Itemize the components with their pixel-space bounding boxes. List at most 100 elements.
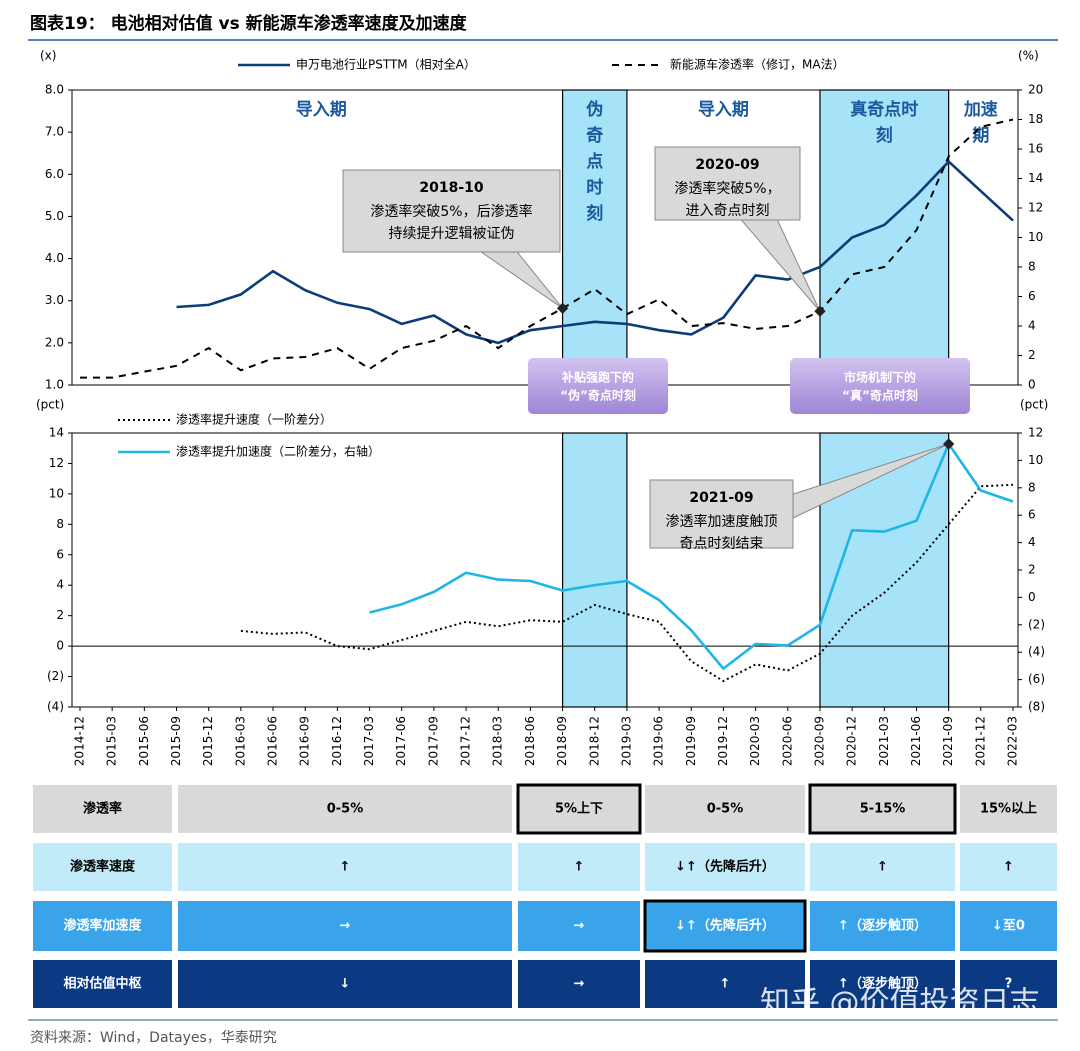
phase-label: 奇 bbox=[586, 125, 603, 146]
y-tick-label: 6 bbox=[56, 547, 64, 561]
y2-tick-label: 4 bbox=[1028, 319, 1036, 333]
table-cell-text: → bbox=[574, 919, 585, 934]
table-cell bbox=[808, 783, 957, 835]
table-cell-text: → bbox=[574, 977, 585, 992]
table-cell bbox=[178, 843, 512, 891]
y2-unit: (pct) bbox=[1020, 398, 1048, 412]
y2-tick-label: (6) bbox=[1028, 672, 1045, 686]
y2-tick-label: 18 bbox=[1028, 112, 1043, 126]
x-tick-label: 2019-09 bbox=[684, 716, 698, 766]
y-tick-label: 3.0 bbox=[45, 293, 64, 307]
y-tick-label: 10 bbox=[49, 486, 64, 500]
y2-tick-label: (8) bbox=[1028, 700, 1045, 714]
table-cell-text: ↓↑（先降后升） bbox=[675, 859, 775, 875]
callout-text: 渗透率突破5%，后渗透率 bbox=[370, 203, 532, 220]
x-tick-label: 2022-03 bbox=[1006, 716, 1020, 766]
table-cell bbox=[516, 783, 642, 835]
series-line bbox=[80, 118, 1014, 379]
y2-tick-label: 2 bbox=[1028, 563, 1036, 577]
table-cell-text: ↓↑（先降后升） bbox=[675, 918, 775, 934]
phase-label: 点 bbox=[586, 151, 603, 172]
y2-tick-label: 10 bbox=[1028, 453, 1043, 467]
x-tick-label: 2021-06 bbox=[909, 716, 923, 766]
callout-box bbox=[654, 146, 801, 221]
table-cell bbox=[810, 901, 955, 951]
table-header: 渗透率速度 bbox=[70, 859, 136, 875]
phase-label: 刻 bbox=[876, 125, 893, 146]
callout-title: 2018-10 bbox=[419, 180, 484, 196]
legend-label: 渗透率提升加速度（二阶差分，右轴） bbox=[176, 444, 380, 459]
x-tick-label: 2015-12 bbox=[201, 716, 215, 766]
phase-label: 期 bbox=[972, 126, 989, 146]
table-cell bbox=[645, 843, 805, 891]
note-text: 市场机制下的 bbox=[844, 370, 916, 385]
table-cell-text: ↓至0 bbox=[992, 919, 1025, 934]
table-cell bbox=[518, 901, 640, 951]
y-tick-label: 14 bbox=[49, 426, 64, 440]
y-tick-label: 7.0 bbox=[45, 125, 64, 139]
table-header-cell bbox=[33, 901, 172, 951]
x-tick-label: 2021-12 bbox=[973, 716, 987, 766]
table-cell-text: ↑ bbox=[574, 860, 585, 875]
y2-unit: (%) bbox=[1018, 49, 1039, 63]
note-text: 补贴强跑下的 bbox=[561, 370, 634, 385]
x-tick-label: 2020-03 bbox=[748, 716, 762, 766]
y-unit: (x) bbox=[40, 49, 56, 63]
table-cell-text: ↑ bbox=[340, 860, 351, 875]
table-cell bbox=[960, 785, 1057, 833]
phase-label: 加速 bbox=[963, 99, 998, 120]
table-cell-text: 5%上下 bbox=[555, 802, 603, 817]
y2-tick-label: 14 bbox=[1028, 171, 1043, 185]
phase-label: 伪 bbox=[585, 99, 603, 120]
y-tick-label: 6.0 bbox=[45, 167, 64, 181]
x-tick-label: 2019-12 bbox=[716, 716, 730, 766]
x-tick-label: 2018-09 bbox=[555, 716, 569, 766]
x-tick-label: 2020-09 bbox=[812, 716, 826, 766]
y-tick-label: (2) bbox=[47, 669, 64, 683]
table-cell bbox=[645, 960, 805, 1008]
y-tick-label: 2.0 bbox=[45, 335, 64, 349]
y-tick-label: 12 bbox=[49, 456, 64, 470]
y-tick-label: 2 bbox=[56, 608, 64, 622]
table-cell-text: 0-5% bbox=[707, 802, 744, 817]
x-tick-label: 2015-09 bbox=[169, 716, 183, 766]
table-cell-text: ↑ bbox=[720, 977, 731, 992]
x-tick-label: 2020-06 bbox=[780, 716, 794, 766]
callout-text: 持续提升逻辑被证伪 bbox=[389, 225, 515, 242]
phase-band bbox=[561, 432, 628, 708]
y-tick-label: 8.0 bbox=[45, 83, 64, 97]
legend-label: 新能源车渗透率（修订，MA法） bbox=[670, 57, 845, 72]
x-tick-label: 2019-03 bbox=[619, 716, 633, 766]
table-cell bbox=[960, 843, 1057, 891]
note-box bbox=[528, 358, 668, 414]
series-line bbox=[240, 483, 1014, 683]
table-cell bbox=[178, 960, 512, 1008]
callout-box bbox=[649, 479, 794, 549]
y2-tick-label: 4 bbox=[1028, 535, 1036, 549]
table-cell-text: → bbox=[340, 919, 351, 934]
table-header-cell bbox=[33, 785, 172, 833]
callout-marker bbox=[556, 302, 569, 314]
note-text: “伪”奇点时刻 bbox=[560, 388, 636, 403]
x-tick-label: 2016-09 bbox=[298, 716, 312, 766]
phase-label: 刻 bbox=[586, 203, 603, 224]
y2-tick-label: 6 bbox=[1028, 289, 1036, 303]
y2-tick-label: 6 bbox=[1028, 508, 1036, 522]
y2-tick-label: 12 bbox=[1028, 426, 1043, 440]
callout-box bbox=[342, 169, 561, 253]
y2-tick-label: 16 bbox=[1028, 142, 1043, 156]
series-line bbox=[176, 159, 1014, 345]
table-cell bbox=[810, 843, 955, 891]
phase-label: 时 bbox=[586, 178, 603, 198]
watermark: 知乎 @价值投资日志 bbox=[760, 986, 1040, 1021]
table-cell bbox=[178, 785, 512, 833]
table-header-cell bbox=[33, 843, 172, 891]
x-tick-label: 2017-12 bbox=[459, 716, 473, 766]
callout-marker bbox=[814, 305, 826, 317]
callout-marker bbox=[942, 438, 955, 450]
table-cell bbox=[810, 960, 955, 1008]
x-tick-label: 2021-09 bbox=[941, 716, 955, 766]
x-tick-label: 2015-03 bbox=[105, 716, 119, 766]
source: 资料来源：Wind，Datayes，华泰研究 bbox=[30, 1030, 277, 1046]
legend-label: 渗透率提升速度（一阶差分） bbox=[176, 412, 332, 427]
